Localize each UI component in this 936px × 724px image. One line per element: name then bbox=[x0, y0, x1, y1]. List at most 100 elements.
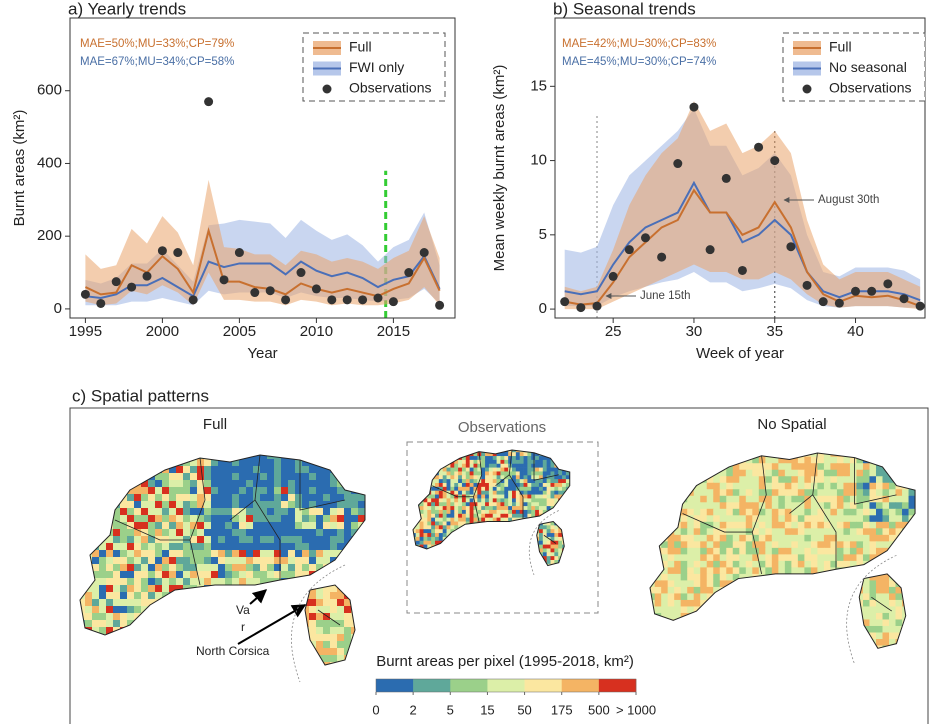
map-pixel bbox=[500, 540, 505, 545]
map-pixel bbox=[323, 494, 331, 502]
map-pixel bbox=[365, 648, 373, 656]
map-pixel bbox=[554, 494, 559, 499]
map-pixel bbox=[706, 508, 714, 516]
region-border bbox=[318, 610, 340, 625]
map-pixel bbox=[80, 564, 86, 572]
map-pixel bbox=[771, 456, 779, 464]
map-pixel bbox=[316, 473, 324, 481]
colorbar-tick-label: 500 bbox=[588, 702, 610, 717]
map-pixel bbox=[469, 548, 474, 553]
map-pixel bbox=[830, 619, 838, 627]
map-pixel bbox=[856, 476, 864, 484]
map-pixel bbox=[204, 515, 212, 523]
map-pixel bbox=[700, 541, 708, 549]
map-pixel bbox=[784, 639, 792, 647]
map-pixel bbox=[523, 475, 528, 480]
map-pixel bbox=[908, 534, 916, 542]
map-pixel bbox=[454, 452, 459, 457]
map-pixel bbox=[323, 459, 331, 467]
map-pixel bbox=[869, 554, 877, 562]
map-pixel bbox=[120, 641, 128, 649]
map-pixel bbox=[427, 467, 432, 472]
map-pixel bbox=[218, 480, 226, 488]
map-pixel bbox=[531, 552, 536, 557]
map-pixel bbox=[693, 580, 701, 588]
map-pixel bbox=[542, 536, 547, 542]
map-pixel bbox=[323, 592, 331, 600]
map-pixel bbox=[330, 455, 338, 460]
map-pixel bbox=[700, 632, 708, 640]
map-pixel bbox=[450, 525, 455, 530]
map-pixel bbox=[446, 471, 451, 476]
map-pixel bbox=[281, 466, 289, 474]
map-pixel bbox=[546, 450, 551, 453]
map-pixel bbox=[330, 480, 338, 488]
map-pixel bbox=[450, 544, 455, 549]
map-pixel bbox=[739, 469, 747, 477]
map-pixel bbox=[288, 515, 296, 523]
map-pixel bbox=[739, 632, 747, 640]
map-pixel bbox=[836, 580, 844, 588]
map-pixel bbox=[558, 483, 563, 488]
map-pixel bbox=[488, 509, 494, 515]
colorbar-tick-label: 0 bbox=[372, 702, 379, 717]
map-pixel bbox=[92, 634, 100, 642]
map-pixel bbox=[797, 534, 805, 542]
map-pixel bbox=[791, 593, 799, 601]
map-pixel bbox=[565, 475, 570, 480]
map-pixel bbox=[823, 606, 831, 614]
map-pixel bbox=[726, 495, 734, 503]
map-pixel bbox=[500, 509, 505, 515]
map-pixel bbox=[127, 655, 135, 663]
map-pixel bbox=[869, 541, 877, 549]
map-pixel bbox=[915, 489, 916, 497]
map-pixel bbox=[427, 471, 432, 476]
map-pixel bbox=[856, 547, 864, 555]
map-pixel bbox=[915, 586, 916, 594]
map-pixel bbox=[85, 536, 93, 544]
map-pixel bbox=[915, 482, 916, 490]
map-pixel bbox=[351, 585, 359, 593]
map-pixel bbox=[162, 459, 170, 467]
map-pixel bbox=[732, 463, 740, 471]
map-pixel bbox=[85, 543, 93, 551]
map-pixel bbox=[804, 567, 812, 575]
map-pixel bbox=[481, 486, 486, 492]
map-pixel bbox=[496, 544, 501, 549]
map-pixel bbox=[515, 490, 521, 495]
map-pixel bbox=[309, 522, 317, 530]
map-pixel bbox=[442, 552, 447, 557]
map-pixel bbox=[869, 606, 877, 614]
map-pixel bbox=[680, 482, 688, 490]
map-pixel bbox=[316, 599, 324, 607]
map-pixel bbox=[127, 578, 135, 586]
map-pixel bbox=[687, 528, 695, 536]
map-pixel bbox=[661, 645, 669, 649]
map-pixel bbox=[732, 482, 740, 490]
map-pixel bbox=[538, 479, 544, 484]
map-pixel bbox=[504, 548, 509, 553]
map-pixel bbox=[542, 525, 547, 530]
map-pixel bbox=[473, 483, 478, 488]
map-pixel bbox=[197, 578, 205, 586]
map-pixel bbox=[654, 528, 662, 536]
map-pixel bbox=[797, 567, 805, 575]
map-pixel bbox=[554, 479, 559, 484]
map-pixel bbox=[423, 533, 428, 538]
map-pixel bbox=[316, 455, 324, 460]
map-pixel bbox=[485, 509, 490, 515]
map-pixel bbox=[351, 522, 359, 530]
map-pixel bbox=[523, 563, 528, 566]
map-pixel bbox=[427, 521, 432, 526]
map-pixel bbox=[700, 554, 708, 562]
map-pixel bbox=[427, 563, 432, 566]
map-pixel bbox=[218, 455, 226, 460]
map-pixel bbox=[197, 515, 205, 523]
map-pixel bbox=[148, 627, 156, 635]
map-pixel bbox=[771, 625, 779, 634]
map-pixel bbox=[915, 612, 916, 621]
map-pixel bbox=[693, 560, 701, 568]
map-pixel bbox=[413, 456, 417, 461]
map-pixel bbox=[817, 528, 825, 536]
map-pixel bbox=[155, 487, 163, 495]
